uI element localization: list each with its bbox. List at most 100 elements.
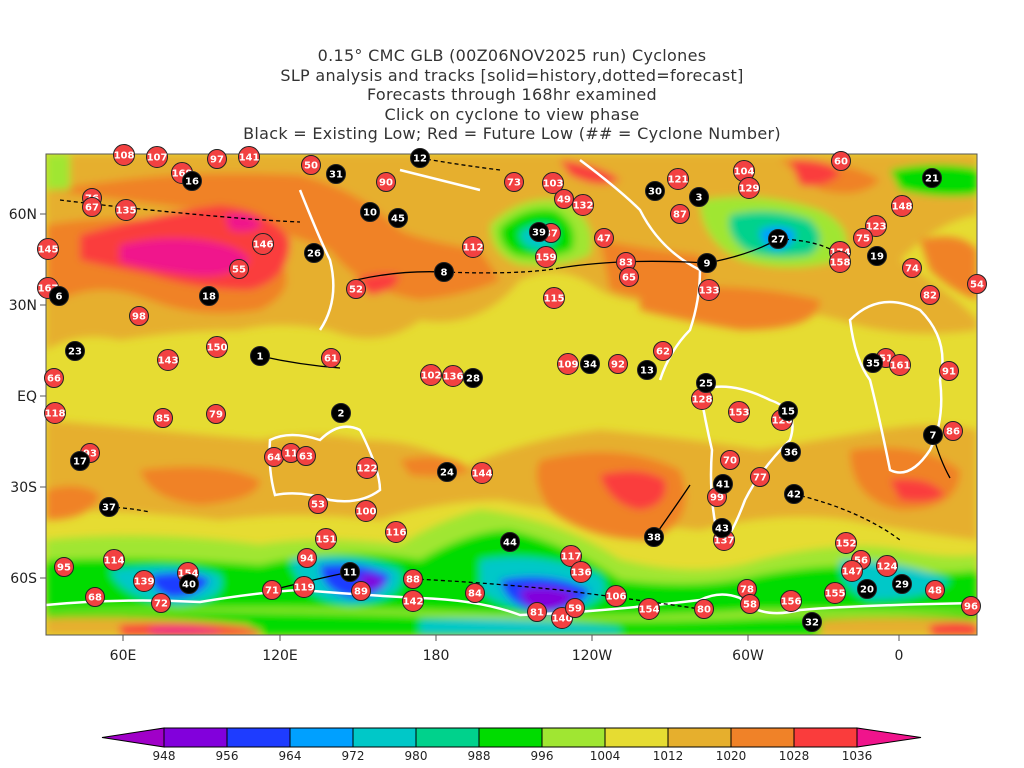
future-low-97[interactable]: 97	[207, 149, 227, 169]
future-low-89[interactable]: 89	[351, 581, 371, 601]
future-low-47[interactable]: 47	[594, 228, 614, 248]
future-low-68[interactable]: 68	[85, 587, 105, 607]
future-low-75[interactable]: 75	[853, 228, 873, 248]
existing-low-3[interactable]: 3	[689, 187, 709, 207]
future-low-106[interactable]: 106	[605, 585, 627, 607]
future-low-82[interactable]: 82	[920, 285, 940, 305]
existing-low-2[interactable]: 2	[331, 403, 351, 423]
existing-low-42[interactable]: 42	[784, 484, 804, 504]
future-low-64[interactable]: 64	[264, 447, 284, 467]
future-low-117[interactable]: 117	[560, 545, 582, 567]
future-low-62[interactable]: 62	[653, 341, 673, 361]
future-low-63[interactable]: 63	[296, 446, 316, 466]
existing-low-21[interactable]: 21	[922, 168, 942, 188]
future-low-112[interactable]: 112	[462, 236, 484, 258]
existing-low-45[interactable]: 45	[388, 208, 408, 228]
future-low-147[interactable]: 147	[841, 560, 863, 582]
future-low-115[interactable]: 115	[543, 287, 565, 309]
future-low-96[interactable]: 96	[961, 596, 981, 616]
future-low-58[interactable]: 58	[740, 594, 760, 614]
future-low-156[interactable]: 156	[780, 590, 802, 612]
future-low-53[interactable]: 53	[308, 494, 328, 514]
existing-low-39[interactable]: 39	[529, 222, 549, 242]
existing-low-38[interactable]: 38	[644, 527, 664, 547]
future-low-50[interactable]: 50	[301, 155, 321, 175]
existing-low-25[interactable]: 25	[696, 373, 716, 393]
future-low-133[interactable]: 133	[698, 279, 720, 301]
existing-low-9[interactable]: 9	[697, 253, 717, 273]
existing-low-12[interactable]: 12	[410, 148, 430, 168]
future-low-52[interactable]: 52	[346, 279, 366, 299]
future-low-84[interactable]: 84	[465, 583, 485, 603]
existing-low-7[interactable]: 7	[923, 425, 943, 445]
future-low-59[interactable]: 59	[565, 598, 585, 618]
future-low-132[interactable]: 132	[572, 194, 594, 216]
existing-low-17[interactable]: 17	[70, 451, 90, 471]
future-low-144[interactable]: 144	[471, 462, 493, 484]
existing-low-23[interactable]: 23	[65, 341, 85, 361]
future-low-119[interactable]: 119	[293, 576, 315, 598]
existing-low-36[interactable]: 36	[781, 442, 801, 462]
future-low-123[interactable]: 123	[865, 215, 887, 237]
existing-low-41[interactable]: 41	[713, 474, 733, 494]
future-low-159[interactable]: 159	[535, 246, 557, 268]
future-low-74[interactable]: 74	[902, 258, 922, 278]
future-low-94[interactable]: 94	[297, 548, 317, 568]
existing-low-10[interactable]: 10	[360, 202, 380, 222]
future-low-70[interactable]: 70	[720, 450, 740, 470]
existing-low-30[interactable]: 30	[645, 181, 665, 201]
future-low-109[interactable]: 109	[557, 353, 579, 375]
future-low-88[interactable]: 88	[403, 569, 423, 589]
future-low-79[interactable]: 79	[206, 404, 226, 424]
existing-low-26[interactable]: 26	[304, 243, 324, 263]
future-low-121[interactable]: 121	[667, 168, 689, 190]
future-low-158[interactable]: 158	[829, 251, 851, 273]
existing-low-43[interactable]: 43	[712, 518, 732, 538]
future-low-107[interactable]: 107	[146, 146, 168, 168]
existing-low-34[interactable]: 34	[580, 354, 600, 374]
future-low-61[interactable]: 61	[321, 348, 341, 368]
future-low-55[interactable]: 55	[229, 259, 249, 279]
future-low-129[interactable]: 129	[738, 177, 760, 199]
future-low-66[interactable]: 66	[44, 368, 64, 388]
future-low-128[interactable]: 128	[691, 388, 713, 410]
existing-low-37[interactable]: 37	[99, 497, 119, 517]
future-low-150[interactable]: 150	[206, 336, 228, 358]
future-low-136[interactable]: 136	[442, 365, 464, 387]
existing-low-24[interactable]: 24	[437, 462, 457, 482]
future-low-151[interactable]: 151	[315, 528, 337, 550]
future-low-124[interactable]: 124	[876, 555, 898, 577]
existing-low-19[interactable]: 19	[867, 246, 887, 266]
future-low-152[interactable]: 152	[835, 532, 857, 554]
future-low-155[interactable]: 155	[824, 582, 846, 604]
existing-low-6[interactable]: 6	[49, 286, 69, 306]
future-low-116[interactable]: 116	[385, 521, 407, 543]
future-low-103[interactable]: 103	[542, 172, 564, 194]
future-low-49[interactable]: 49	[554, 189, 574, 209]
future-low-100[interactable]: 100	[355, 500, 377, 522]
future-low-153[interactable]: 153	[728, 401, 750, 423]
future-low-98[interactable]: 98	[129, 306, 149, 326]
existing-low-8[interactable]: 8	[434, 262, 454, 282]
existing-low-16[interactable]: 16	[182, 171, 202, 191]
existing-low-11[interactable]: 11	[340, 562, 360, 582]
existing-low-32[interactable]: 32	[802, 612, 822, 632]
existing-low-31[interactable]: 31	[326, 164, 346, 184]
existing-low-35[interactable]: 35	[863, 353, 883, 373]
future-low-142[interactable]: 142	[402, 590, 424, 612]
future-low-122[interactable]: 122	[356, 457, 378, 479]
future-low-92[interactable]: 92	[608, 354, 628, 374]
existing-low-13[interactable]: 13	[637, 360, 657, 380]
future-low-48[interactable]: 48	[925, 580, 945, 600]
future-low-145[interactable]: 145	[37, 238, 59, 260]
future-low-80[interactable]: 80	[694, 599, 714, 619]
future-low-139[interactable]: 139	[133, 570, 155, 592]
future-low-90[interactable]: 90	[376, 172, 396, 192]
future-low-146[interactable]: 146	[252, 233, 274, 255]
future-low-154[interactable]: 154	[638, 598, 660, 620]
existing-low-44[interactable]: 44	[500, 532, 520, 552]
future-low-87[interactable]: 87	[670, 204, 690, 224]
future-low-81[interactable]: 81	[527, 602, 547, 622]
future-low-114[interactable]: 114	[103, 549, 125, 571]
existing-low-18[interactable]: 18	[199, 286, 219, 306]
